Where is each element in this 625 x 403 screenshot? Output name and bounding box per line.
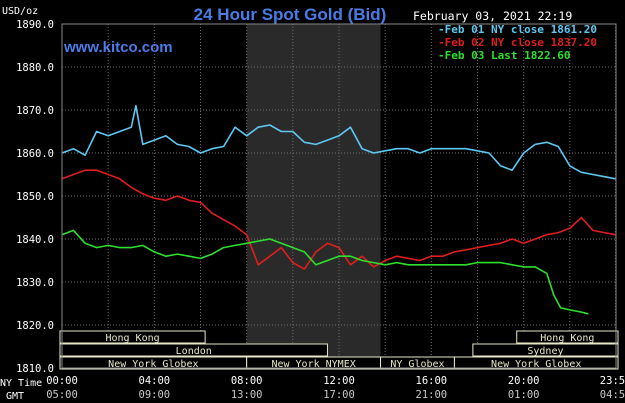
session-bar xyxy=(472,343,619,357)
x-tick-label-gmt: 09:00 xyxy=(139,389,171,401)
x-tick-label-gmt: 13:00 xyxy=(231,389,263,401)
x-tick-label-gmt: 17:00 xyxy=(323,389,355,401)
x-tick-label-gmt: 05:00 xyxy=(46,389,78,401)
series-line xyxy=(61,229,589,315)
x-tick-label-ny: 04:00 xyxy=(139,375,171,387)
y-tick-label: 1850.0 xyxy=(16,191,54,203)
axes-layer: 1890.0 1880.0 1870.0 1860.0 1850.0 1840.0 1830… xyxy=(16,19,625,401)
y-tick-label: 1890.0 xyxy=(16,19,54,31)
nymex-highlight-layer xyxy=(246,24,381,368)
y-tick-label: 1830.0 xyxy=(16,277,54,289)
y-tick-label: 1840.0 xyxy=(16,234,54,246)
session-label: London xyxy=(176,346,212,357)
session-label: New York NYMEX xyxy=(271,359,355,370)
series-line xyxy=(61,104,616,180)
session-label: Hong Kong xyxy=(540,333,594,344)
y-tick-label: 1820.0 xyxy=(16,320,54,332)
x-tick-label-ny: 00:00 xyxy=(46,375,78,387)
session-bar xyxy=(516,330,619,344)
session-bar xyxy=(453,356,619,370)
x-tick-label-ny: 23:59 xyxy=(600,375,625,387)
y-tick-label: 1860.0 xyxy=(16,148,54,160)
x-tick-label-gmt: 04:59 xyxy=(600,389,625,401)
x-tick-label-ny: 08:00 xyxy=(231,375,263,387)
y-axis-label: USD/oz xyxy=(2,6,38,17)
session-label: New York Globex xyxy=(108,359,198,370)
legend-entry: -Feb 01 NY close 1861.20 xyxy=(438,23,597,36)
kitco-watermark: www.kitco.com xyxy=(63,39,173,56)
legend-entry: -Feb 02 NY close 1837.20 xyxy=(438,36,597,49)
x-tick-label-ny: 12:00 xyxy=(323,375,355,387)
x-tick-label-ny: 16:00 xyxy=(416,375,448,387)
nymex-session-highlight xyxy=(246,24,381,368)
session-label: NY Globex xyxy=(390,359,444,370)
series-line xyxy=(61,169,616,270)
ny-time-label: NY Time xyxy=(0,378,42,389)
x-tick-label-ny: 20:00 xyxy=(508,375,540,387)
gmt-label: GMT xyxy=(6,391,24,402)
legend-entry: -Feb 03 Last 1822.60 xyxy=(438,49,570,62)
legend: -Feb 01 NY close 1861.20-Feb 02 NY close… xyxy=(438,23,597,62)
session-label: New York Globex xyxy=(491,359,581,370)
y-tick-label: 1870.0 xyxy=(16,105,54,117)
session-label: Sydney xyxy=(527,346,563,357)
session-bar xyxy=(59,343,328,357)
series-layer xyxy=(61,104,616,315)
plot-border xyxy=(61,23,617,369)
y-tick-label: 1880.0 xyxy=(16,62,54,74)
y-tick-label: 1810.0 xyxy=(16,363,54,375)
session-label: Hong Kong xyxy=(105,333,159,344)
x-tick-label-gmt: 21:00 xyxy=(416,389,448,401)
timestamp: February 03, 2021 22:19 xyxy=(413,9,572,23)
session-bar xyxy=(59,330,206,344)
chart-title: 24 Hour Spot Gold (Bid) xyxy=(194,5,387,24)
x-tick-label-gmt: 01:00 xyxy=(508,389,540,401)
session-bars-layer: Hong Kong Hong Kong London Sydney New York G… xyxy=(59,330,619,370)
